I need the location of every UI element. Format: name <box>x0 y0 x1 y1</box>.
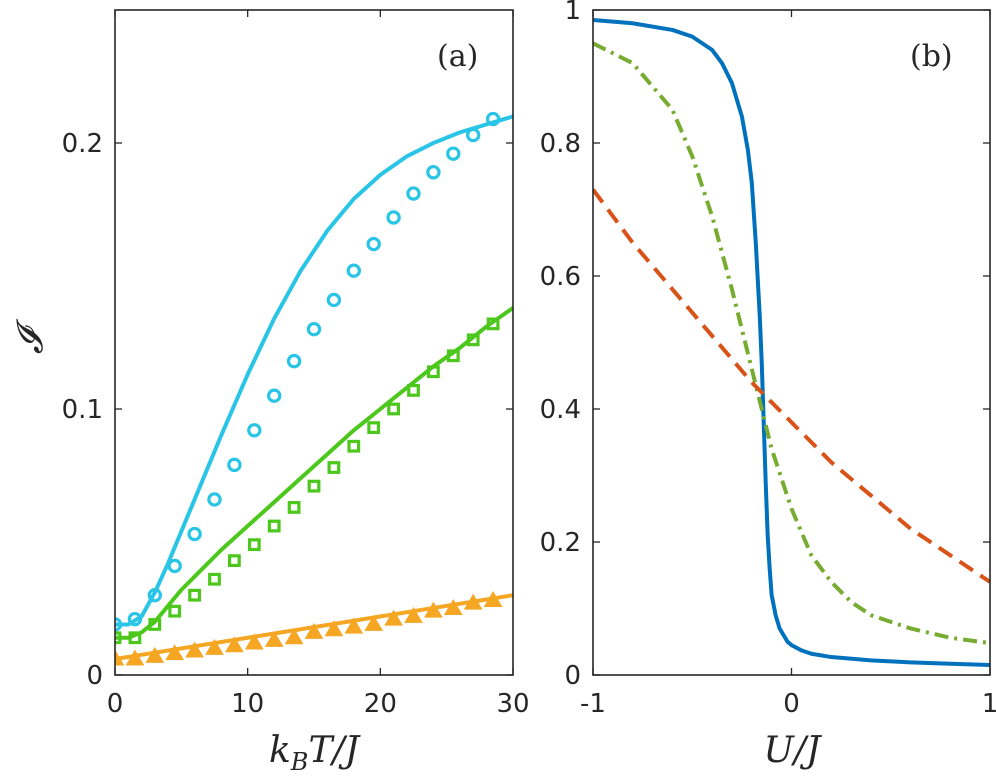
data-point-square <box>367 421 381 435</box>
panel-a-ticks: 0 10 20 30 0 0.1 0.2 <box>62 10 530 719</box>
panel-b-ticks: -1 0 100.20.40.60.81 <box>540 0 996 719</box>
data-point-square <box>168 604 182 618</box>
x-tick-label: -1 <box>580 689 606 719</box>
data-point-triangle <box>384 609 403 626</box>
panel-b: -1 0 100.20.40.60.81 (b) U/J <box>540 0 996 771</box>
y-tick-label: 0.8 <box>540 129 581 159</box>
data-point-square <box>188 588 202 602</box>
data-point-square <box>427 365 440 379</box>
data-point-circle <box>466 127 481 143</box>
data-point-circle <box>346 263 361 278</box>
data-point-circle <box>127 611 143 627</box>
data-point-triangle <box>145 646 165 663</box>
data-point-triangle <box>225 636 244 653</box>
green-dashdot <box>593 41 990 646</box>
x-tick-label: 30 <box>496 689 529 719</box>
data-point-square <box>287 501 301 514</box>
data-point-triangle <box>404 606 423 623</box>
data-point-circle <box>207 492 222 507</box>
data-point-triangle <box>364 614 384 631</box>
data-point-triangle <box>443 599 463 615</box>
x-tick-label: 10 <box>231 689 264 719</box>
cyan-curve <box>115 114 513 627</box>
data-point-square <box>128 631 142 645</box>
y-tick-label: 0.2 <box>540 528 581 558</box>
y-tick-label: 0 <box>564 661 581 691</box>
data-point-square <box>267 519 281 533</box>
data-point-square <box>247 538 261 552</box>
orange-dashed <box>593 188 990 584</box>
panel-a: 0 10 20 30 0 0.1 0.2 (a) kBT/J 𝓘 <box>10 9 530 776</box>
data-point-circle <box>406 186 421 201</box>
panel-a-frame <box>114 9 514 676</box>
cyan-circles <box>115 111 501 632</box>
data-point-square <box>228 554 241 568</box>
data-point-square <box>446 349 460 363</box>
data-point-triangle <box>264 630 284 647</box>
data-point-circle <box>187 526 202 542</box>
data-point-square <box>327 461 341 474</box>
panel-a-series <box>115 111 513 666</box>
panel-b-frame <box>592 9 991 676</box>
data-point-triangle <box>244 633 264 650</box>
data-point-triangle <box>165 644 185 661</box>
y-tick-label: 0.6 <box>540 262 581 292</box>
data-point-square <box>347 439 361 453</box>
data-point-circle <box>386 210 401 225</box>
y-tick-label: 1 <box>564 0 581 26</box>
data-point-circle <box>167 558 182 574</box>
panel-a-ylabel: 𝓘 <box>10 318 51 354</box>
orange-triangles <box>115 591 503 666</box>
data-point-square <box>115 631 122 645</box>
data-point-square <box>307 479 321 493</box>
data-point-square <box>148 618 162 631</box>
data-point-triangle <box>344 617 364 634</box>
data-point-circle <box>306 322 322 337</box>
data-point-circle <box>147 588 162 603</box>
data-point-circle <box>326 292 342 308</box>
y-tick-label: 0.1 <box>62 395 103 425</box>
data-point-circle <box>286 353 302 369</box>
data-point-triangle <box>324 620 344 637</box>
data-point-square <box>486 317 500 331</box>
data-point-square <box>407 383 420 397</box>
data-point-triangle <box>125 649 145 666</box>
panel-a-tag: (a) <box>437 39 478 74</box>
y-tick-label: 0.4 <box>540 395 581 425</box>
data-point-circle <box>267 388 282 403</box>
y-tick-label: 0 <box>86 661 103 691</box>
data-point-triangle <box>284 628 304 645</box>
panel-b-tag: (b) <box>910 39 953 74</box>
data-point-triangle <box>205 638 224 655</box>
blue-solid <box>593 17 990 668</box>
x-tick-label: 20 <box>364 689 397 719</box>
data-point-circle <box>227 457 242 473</box>
x-tick-label: 0 <box>783 689 800 719</box>
data-point-circle <box>446 146 461 161</box>
data-point-triangle <box>483 591 503 607</box>
data-point-circle <box>366 236 381 252</box>
x-tick-label: 1 <box>982 689 996 719</box>
data-point-triangle <box>185 641 204 658</box>
panel-b-series <box>593 17 990 668</box>
y-tick-label: 0.2 <box>62 129 103 159</box>
data-point-square <box>466 333 480 347</box>
panel-a-xlabel: kBT/J <box>269 730 362 776</box>
data-point-square <box>208 572 221 586</box>
data-point-triangle <box>304 622 324 639</box>
green-curve <box>115 306 513 640</box>
data-point-circle <box>247 423 262 438</box>
x-tick-label: 0 <box>107 689 124 719</box>
green-squares <box>115 317 500 645</box>
data-point-square <box>387 402 400 416</box>
data-point-triangle <box>424 601 443 618</box>
panel-b-xlabel: U/J <box>764 730 823 771</box>
data-point-triangle <box>115 649 125 666</box>
data-point-circle <box>426 165 441 180</box>
data-point-circle <box>485 111 501 127</box>
data-point-triangle <box>463 593 483 610</box>
